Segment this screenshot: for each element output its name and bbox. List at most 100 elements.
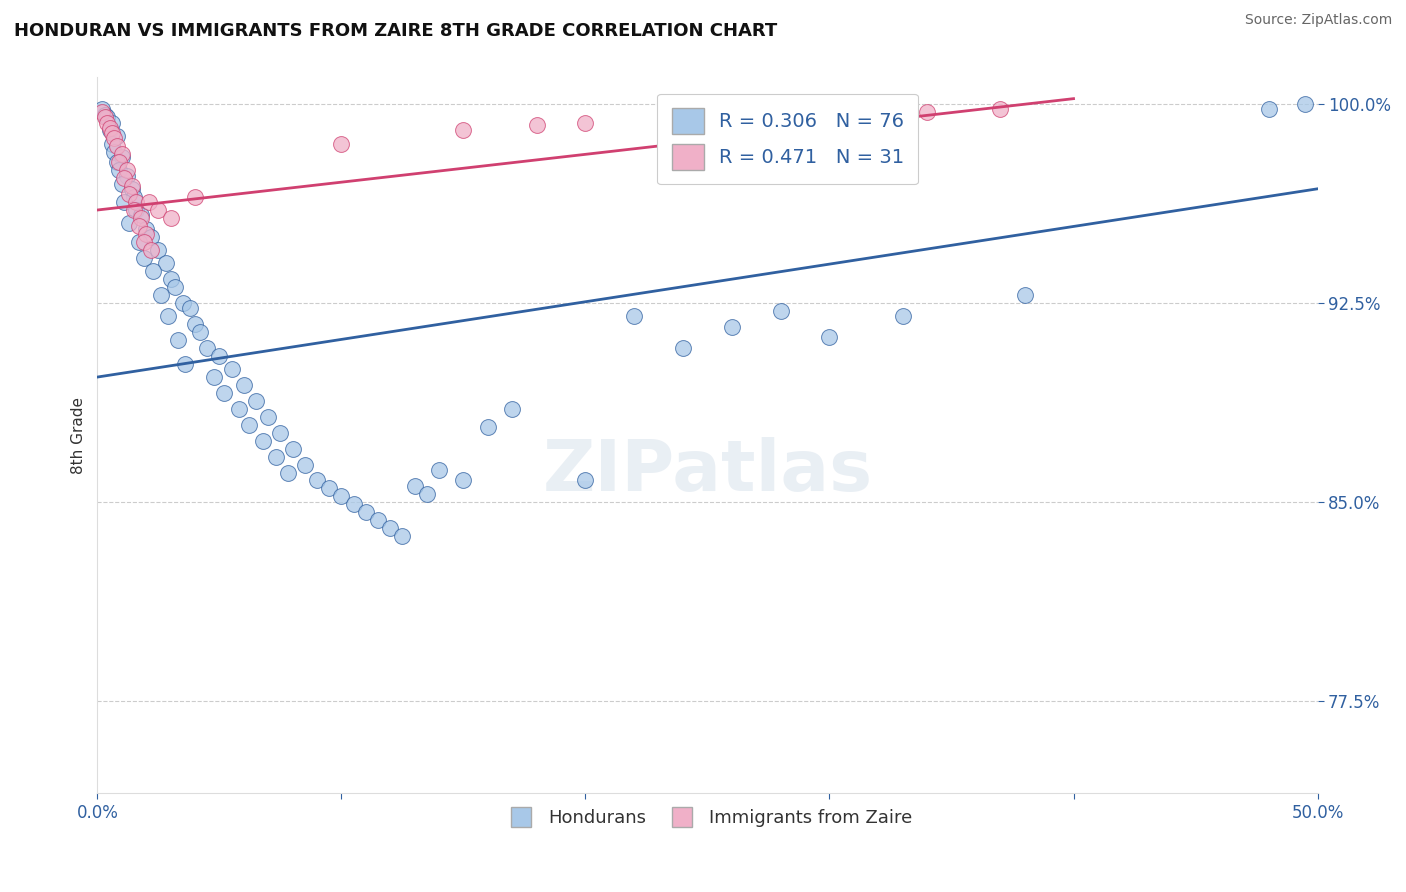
Text: Source: ZipAtlas.com: Source: ZipAtlas.com (1244, 13, 1392, 28)
Point (318, 482, 340, 496)
Point (188, 325, 211, 339)
Point (132, 235, 155, 249)
Point (221, 362, 243, 376)
Point (277, 466, 299, 480)
Point (269, 425, 291, 440)
Point (101, 115, 124, 129)
Point (195, 341, 218, 355)
Point (404, 479, 426, 493)
Point (245, 393, 267, 408)
Point (252, 434, 274, 448)
Point (132, 251, 155, 265)
Point (330, 136, 353, 151)
Point (111, 150, 134, 164)
Point (93, 110, 115, 124)
Point (172, 295, 194, 310)
Point (148, 243, 170, 257)
Point (165, 280, 187, 294)
Point (105, 128, 128, 143)
Point (184, 317, 207, 331)
Point (305, 474, 328, 488)
Point (1294, 97, 1316, 112)
Point (204, 370, 226, 384)
Point (121, 179, 143, 194)
Point (129, 208, 152, 222)
Point (891, 309, 914, 323)
Point (526, 118, 548, 132)
Point (769, 303, 792, 318)
Point (112, 195, 135, 210)
Point (367, 513, 389, 527)
Point (149, 288, 172, 302)
Point (101, 126, 124, 140)
Point (128, 219, 150, 233)
Point (129, 211, 152, 225)
Point (574, 474, 596, 488)
Point (139, 229, 162, 244)
Point (159, 272, 181, 286)
Point (128, 235, 150, 249)
Point (121, 182, 143, 196)
Point (115, 169, 138, 183)
Point (818, 330, 841, 344)
Point (103, 131, 125, 145)
Point (915, 104, 938, 119)
Point (135, 227, 157, 241)
Point (118, 216, 141, 230)
Point (135, 221, 157, 235)
Point (342, 497, 364, 511)
Point (108, 155, 131, 169)
Point (167, 333, 190, 347)
Point (105, 155, 128, 169)
Point (281, 442, 304, 456)
Point (105, 139, 128, 153)
Point (138, 195, 160, 210)
Point (212, 386, 235, 401)
Point (98, 123, 121, 137)
Point (501, 401, 523, 416)
Point (103, 145, 125, 159)
Point (1257, 102, 1279, 116)
Point (108, 163, 131, 178)
Point (155, 256, 177, 270)
Point (96, 110, 118, 124)
Point (232, 378, 254, 392)
Point (672, 341, 695, 355)
Point (427, 463, 450, 477)
Point (125, 195, 148, 210)
Point (380, 521, 402, 535)
Point (238, 417, 260, 432)
Point (453, 474, 475, 488)
Point (118, 187, 141, 202)
Point (208, 349, 231, 363)
Point (184, 190, 207, 204)
Point (112, 171, 135, 186)
Point (354, 505, 377, 519)
Point (142, 264, 165, 278)
Point (294, 458, 316, 472)
Text: ZIPatlas: ZIPatlas (543, 437, 873, 506)
Point (228, 401, 250, 416)
Point (91, 104, 114, 119)
Point (330, 489, 353, 503)
Point (111, 177, 134, 191)
Point (264, 450, 287, 464)
Point (174, 357, 197, 371)
Point (159, 211, 181, 225)
Point (101, 136, 124, 151)
Point (257, 409, 280, 424)
Point (477, 420, 499, 434)
Point (125, 202, 148, 217)
Point (122, 190, 145, 204)
Point (623, 309, 645, 323)
Point (91, 102, 114, 116)
Point (98, 120, 121, 135)
Point (93, 107, 115, 121)
Point (574, 115, 596, 129)
Point (1014, 288, 1036, 302)
Point (148, 202, 170, 217)
Point (139, 243, 162, 257)
Point (157, 309, 180, 323)
Y-axis label: 8th Grade: 8th Grade (72, 397, 86, 474)
Point (794, 107, 817, 121)
